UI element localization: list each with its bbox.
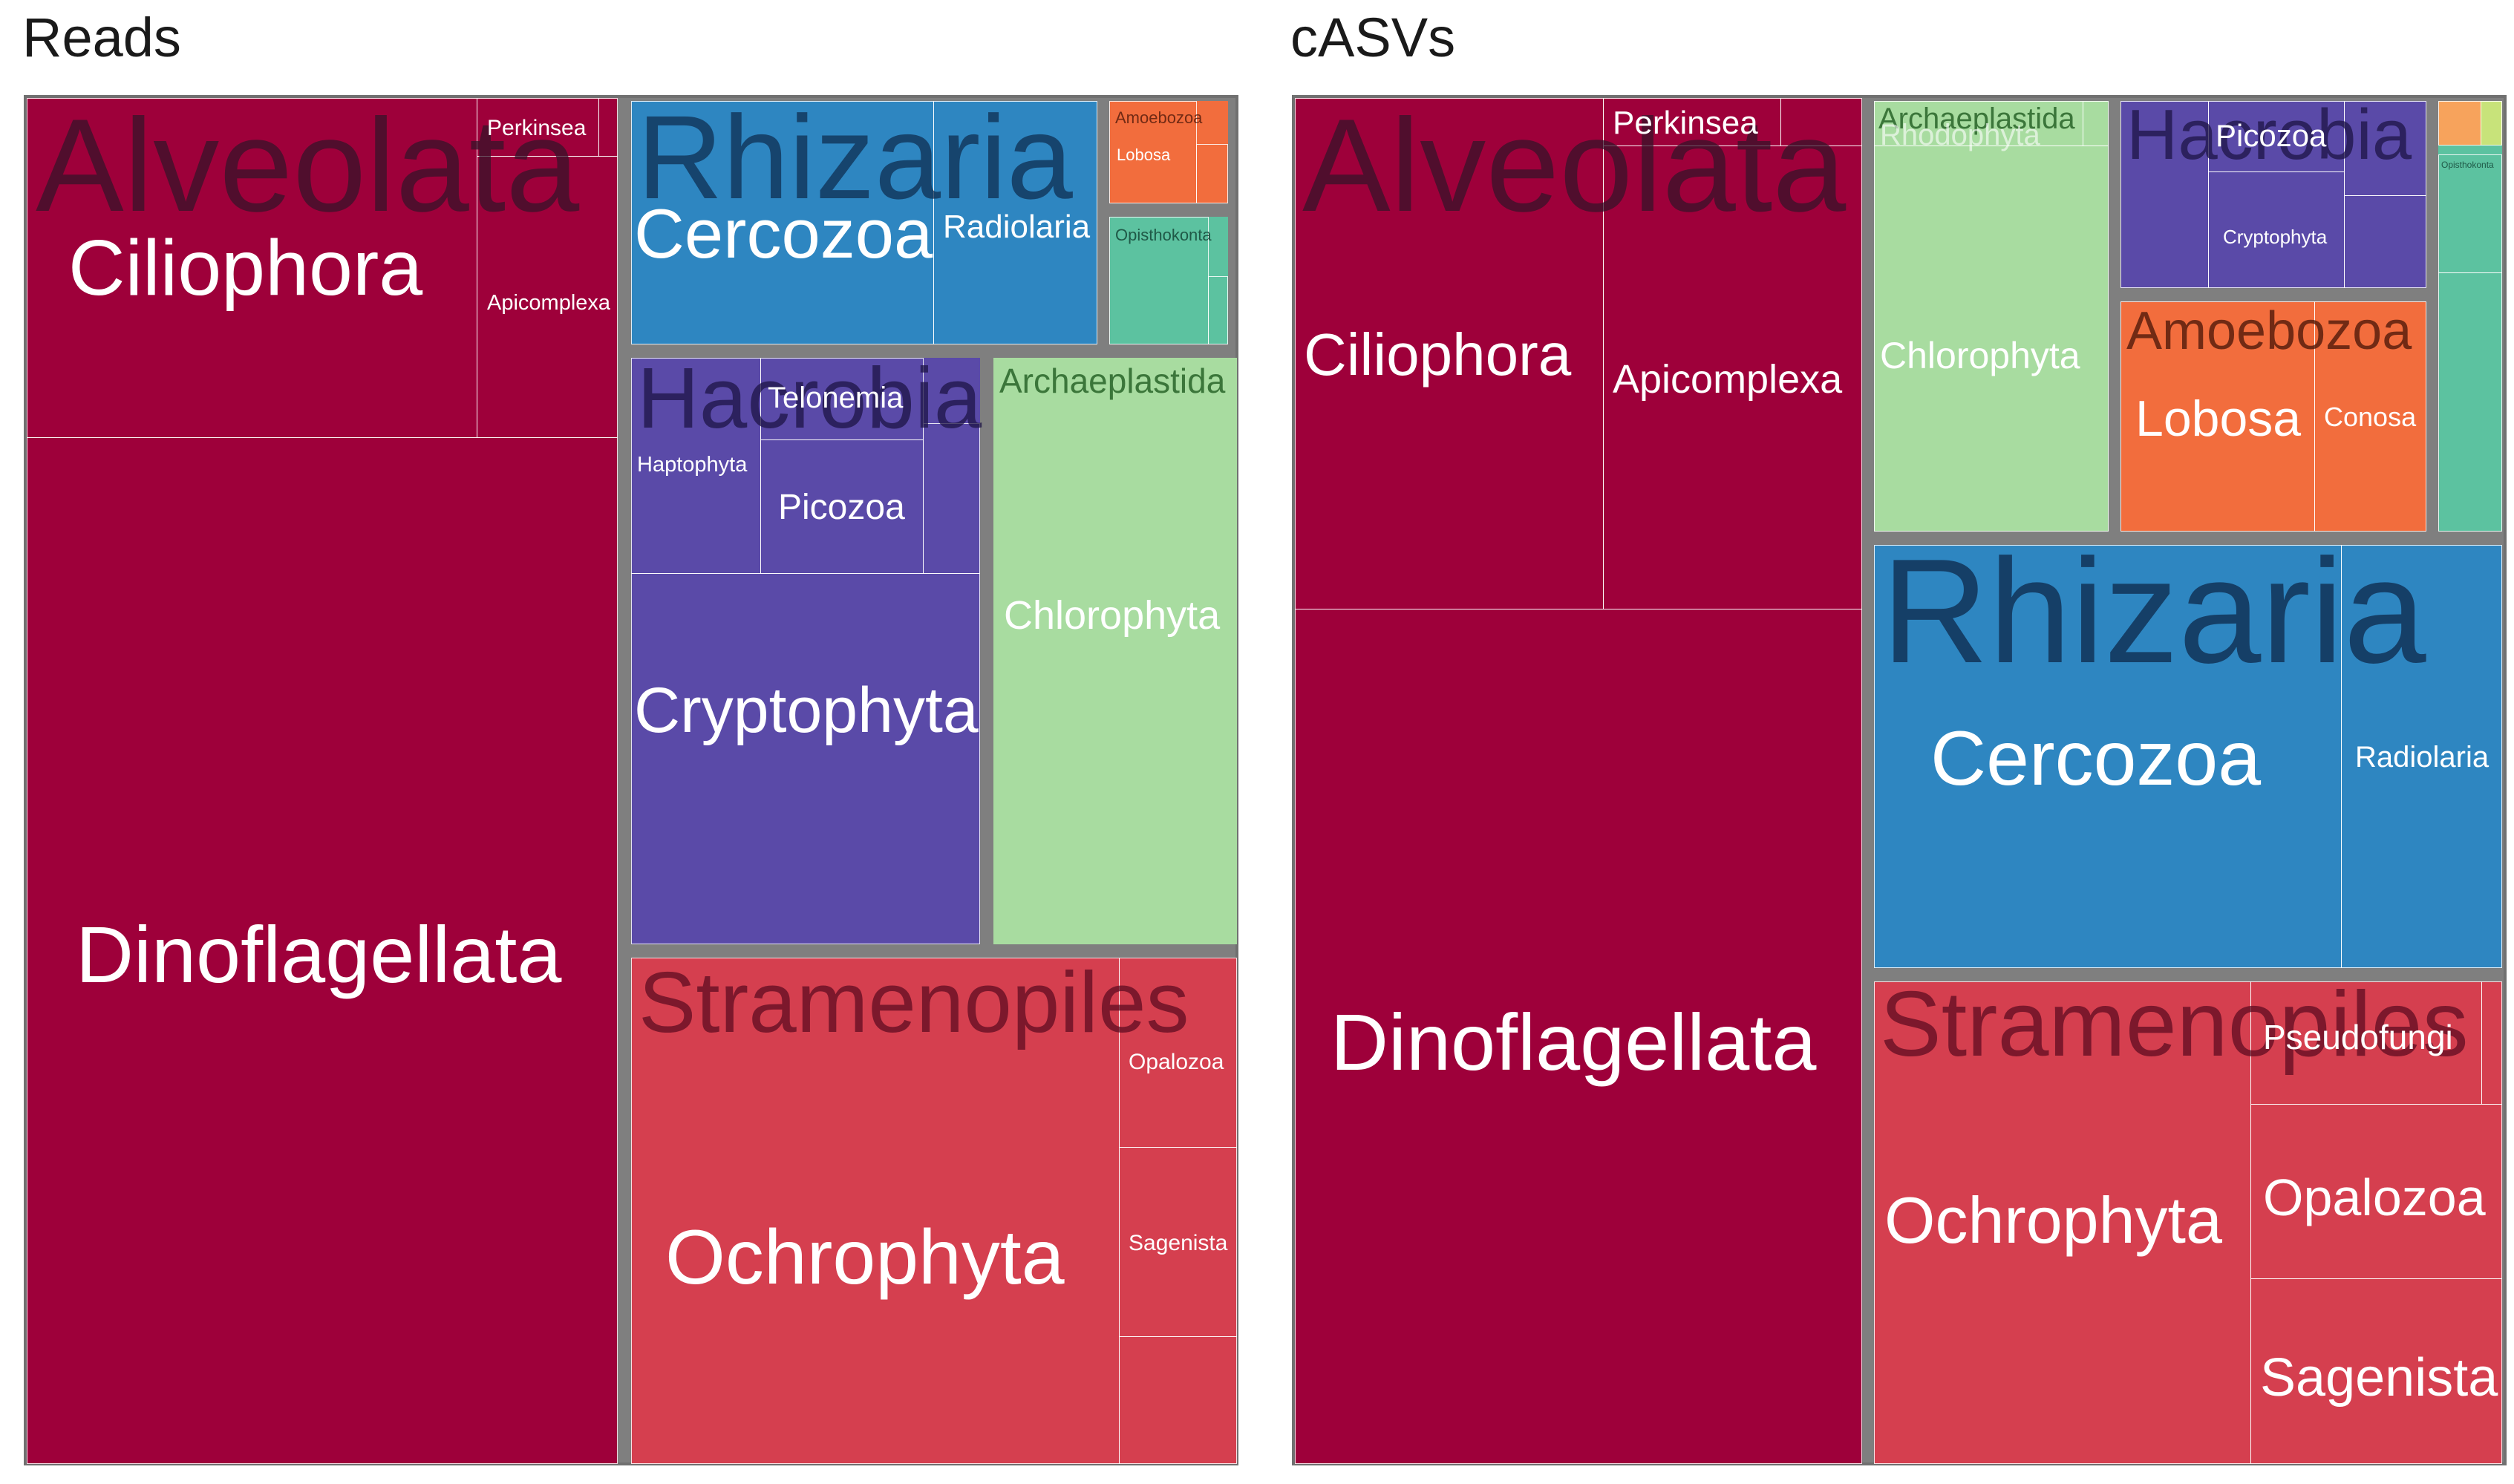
group-stramenopiles: Stramenopiles Ochrophyta Opalozoa Sageni… (1874, 973, 2502, 1464)
cell-stramenopiles-minor (2481, 981, 2502, 1105)
cell-hacrobia-minor (923, 423, 980, 574)
label-opalozoa: Opalozoa (2263, 1168, 2486, 1226)
label-lobosa: Lobosa (1117, 146, 1171, 164)
label-hacrobia: Hacrobia (637, 350, 982, 446)
label-rhodophyta: Rhodophyta (1880, 119, 2040, 151)
cell-radiolaria (933, 101, 1097, 344)
label-rhizaria: Rhizaria (1881, 529, 2426, 694)
label-pseudofungi: Pseudofungi (2263, 1018, 2453, 1056)
label-ciliophora: Ciliophora (68, 224, 423, 312)
label-perkinsea: Perkinsea (487, 116, 587, 140)
cell-cryptophyta (631, 573, 980, 944)
label-radiolaria: Radiolaria (943, 209, 1091, 245)
cell-hacrobia-c (2344, 195, 2426, 288)
label-ochrophyta: Ochrophyta (1884, 1183, 2222, 1257)
label-opisthokonta: Opisthokonta (2441, 160, 2494, 170)
label-rhizaria: Rhizaria (637, 91, 1073, 223)
cell-opisthokonta-top-a (2438, 101, 2481, 146)
group-archaeplastida: Archaeplastida Chlorophyta (993, 358, 1237, 944)
group-stramenopiles: Stramenopiles Ochrophyta Sagenista Opalo… (631, 958, 1237, 1464)
label-apicomplexa: Apicomplexa (487, 291, 611, 315)
label-cercozoa: Cercozoa (634, 195, 933, 272)
cell-opisthokonta-top-b (2481, 101, 2502, 146)
label-archaeplastida: Archaeplastida (999, 362, 1226, 400)
cell-hacrobia-a (2120, 101, 2209, 288)
cell-amoebozoa-minor (1196, 144, 1228, 203)
group-archaeplastida: Archaeplastida Chlorophyta Rhodophyta (1874, 101, 2109, 532)
group-rhizaria: Rhizaria Cercozoa Radiolaria (631, 91, 1097, 344)
cell-conosa (2314, 301, 2426, 532)
cell-opisthokonta-a (2438, 154, 2502, 273)
cell-stramenopiles-minor (1119, 1336, 1237, 1464)
cell-telonemia (760, 358, 924, 440)
group-alveolata: Alveolata Dinoflagellata Apicomplexa Cil… (1295, 98, 1862, 1464)
label-haptophyta: Haptophyta (637, 453, 748, 477)
label-telonemia: Telonemia (768, 382, 904, 414)
treemap-reads: Alveolata Dinoflagellata Ciliophora Apic… (24, 95, 1238, 1465)
label-apicomplexa: Apicomplexa (1613, 357, 1843, 402)
label-sagenista: Sagenista (1129, 1231, 1228, 1255)
cell-alveolata-minor (598, 98, 618, 157)
label-stramenopiles: Stramenopiles (1880, 973, 2469, 1076)
group-amoebozoa: Amoebozoa Lobosa (1109, 101, 1228, 203)
panel-casvs-title: cASVs (1290, 7, 1456, 68)
label-sagenista: Sagenista (2260, 1348, 2498, 1408)
label-amoebozoa: Amoebozoa (1115, 108, 1203, 127)
group-amoebozoa: Amoebozoa Lobosa Conosa (2120, 301, 2426, 532)
panel-reads-title: Reads (22, 7, 181, 68)
cell-alveolata-minor (1780, 98, 1862, 146)
label-opisthokonta: Opisthokonta (1115, 226, 1212, 244)
label-cryptophyta: Cryptophyta (2223, 226, 2328, 248)
label-chlorophyta: Chlorophyta (1880, 335, 2080, 376)
group-hacrobia: Hacrobia Picozoa Cryptophyta (2120, 95, 2426, 288)
label-perkinsea: Perkinsea (1613, 105, 1758, 141)
group-opisthokonta: Opisthokonta (2438, 101, 2502, 532)
label-ochrophyta: Ochrophyta (665, 1215, 1065, 1301)
label-ciliophora: Ciliophora (1304, 321, 1572, 388)
label-chlorophyta: Chlorophyta (1004, 593, 1221, 638)
label-hacrobia: Hacrobia (2126, 95, 2412, 174)
group-opisthokonta: Opisthokonta (1109, 217, 1228, 344)
label-picozoa: Picozoa (778, 488, 905, 527)
cell-sagenista (2250, 1278, 2502, 1464)
cell-radiolaria (2341, 545, 2502, 968)
label-conosa: Conosa (2324, 402, 2417, 432)
cell-archaeplastida-minor (2083, 101, 2109, 146)
label-opalozoa: Opalozoa (1129, 1050, 1224, 1074)
cell-opisthokonta-b (2438, 272, 2502, 532)
group-alveolata: Alveolata Dinoflagellata Ciliophora Apic… (27, 98, 618, 1464)
label-archaeplastida: Archaeplastida (1878, 102, 2075, 135)
label-cercozoa: Cercozoa (1930, 716, 2262, 802)
label-cryptophyta: Cryptophyta (634, 675, 979, 746)
label-dinoflagellata: Dinoflagellata (1331, 997, 1817, 1087)
cell-opisthokonta-b (1208, 276, 1228, 344)
label-picozoa: Picozoa (2216, 118, 2327, 153)
label-alveolata: Alveolata (36, 91, 580, 239)
treemap-casvs: Alveolata Dinoflagellata Apicomplexa Cil… (1292, 95, 2507, 1465)
group-hacrobia: Hacrobia Cryptophyta Haptophyta Picozoa … (631, 350, 982, 944)
group-rhizaria: Rhizaria Cercozoa Radiolaria (1874, 537, 2502, 968)
label-alveolata: Alveolata (1302, 91, 1847, 239)
label-amoebozoa: Amoebozoa (2126, 301, 2412, 361)
label-lobosa: Lobosa (2135, 390, 2302, 447)
label-dinoflagellata: Dinoflagellata (76, 909, 562, 999)
label-radiolaria: Radiolaria (2355, 741, 2489, 774)
label-stramenopiles: Stramenopiles (639, 954, 1189, 1050)
